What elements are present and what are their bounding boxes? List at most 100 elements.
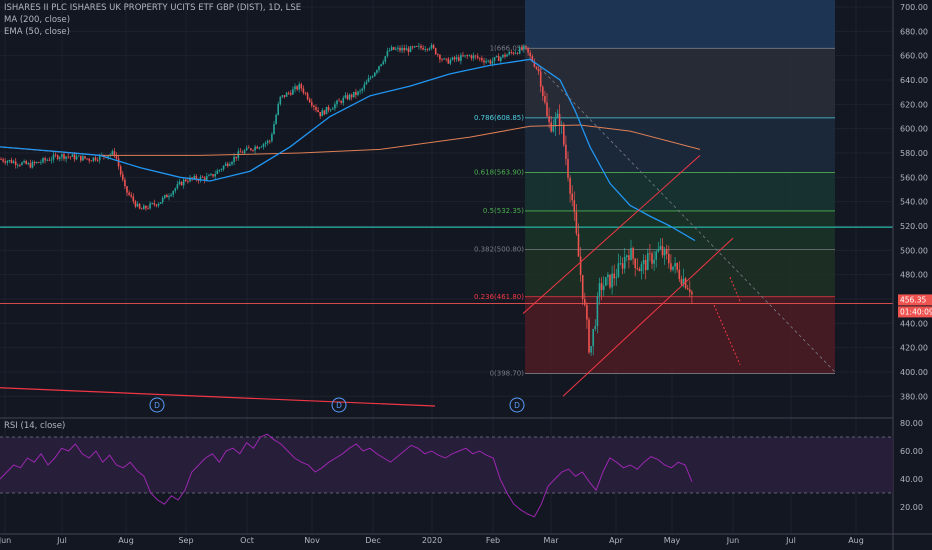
candle-body <box>445 58 447 60</box>
candle-body <box>159 202 162 204</box>
candle-body <box>65 156 67 159</box>
candle-body <box>502 54 504 58</box>
candle-body <box>153 202 156 205</box>
fib-extension-zone <box>525 0 835 49</box>
candle-body <box>94 157 97 161</box>
candle-body <box>443 58 445 60</box>
candle-body <box>336 100 338 105</box>
candle-body <box>359 90 361 92</box>
candle-body <box>367 78 370 82</box>
candle-body <box>483 60 485 63</box>
candle-body <box>262 143 265 147</box>
candle-body <box>203 177 206 181</box>
date-tick-label: Dec <box>365 536 380 545</box>
candle-body <box>453 57 456 60</box>
dividend-marker-label: D <box>154 401 160 410</box>
candle-body <box>126 186 128 193</box>
candle-body <box>634 258 636 268</box>
date-tick-label: Mar <box>543 536 559 545</box>
candle-body <box>607 274 609 278</box>
candle-body <box>296 86 298 90</box>
countdown-badge <box>898 306 932 318</box>
candle-body <box>122 174 124 180</box>
candle-body <box>35 162 38 164</box>
candle-body <box>193 176 195 179</box>
candle-body <box>531 56 534 62</box>
candle-body <box>451 57 454 60</box>
candle-body <box>676 263 678 270</box>
candle-body <box>382 61 384 65</box>
candle-body <box>56 155 59 160</box>
candle-body <box>50 159 53 161</box>
candle-body <box>29 163 32 168</box>
candle-body <box>4 161 6 163</box>
candle-body <box>647 253 649 271</box>
candle-body <box>592 328 594 347</box>
candle-body <box>73 154 76 160</box>
candle-body <box>287 92 290 94</box>
candle-body <box>653 259 655 264</box>
dividend-marker <box>149 397 165 413</box>
candle-body <box>575 211 578 234</box>
candle-body <box>107 155 109 158</box>
price-tick-label: 580.00 <box>900 149 928 158</box>
candle-body <box>371 76 374 78</box>
date-tick-label: Aug <box>118 536 134 545</box>
candle-body <box>640 264 643 272</box>
candle-body <box>145 205 147 209</box>
candle-body <box>130 194 132 197</box>
candle-body <box>140 208 143 210</box>
candle-body <box>481 58 483 61</box>
candle-body <box>428 48 431 50</box>
ma-legend-label[interactable]: MA (200, close) <box>4 15 71 25</box>
candle-body <box>48 159 51 161</box>
candle-body <box>447 58 450 64</box>
date-tick-label: 2020 <box>422 536 442 545</box>
candle-body <box>554 117 557 127</box>
ma200-line <box>0 124 701 156</box>
candle-body <box>577 233 580 257</box>
candle-body <box>661 246 664 256</box>
candle-body <box>460 55 462 61</box>
candle-body <box>527 47 529 53</box>
candle-body <box>185 179 187 182</box>
candle-body <box>8 160 11 162</box>
candle-body <box>455 57 458 60</box>
rsi-legend-label[interactable]: RSI (14, close) <box>4 421 66 431</box>
candle-body <box>258 147 261 149</box>
candle-body <box>46 159 48 161</box>
rsi-line <box>0 433 693 518</box>
candle-body <box>119 166 122 175</box>
candle-body <box>420 45 422 48</box>
candle-body <box>384 56 387 62</box>
candle-body <box>38 162 40 163</box>
candle-body <box>466 55 468 57</box>
candle-body <box>353 91 355 98</box>
candle-body <box>691 291 693 295</box>
candle-body <box>518 47 521 54</box>
chart-title: ISHARES II PLC ISHARES UK PROPERTY UCITS… <box>4 3 302 13</box>
trend-channel-upper <box>522 155 701 314</box>
candle-body <box>206 176 208 181</box>
candle-body <box>252 150 254 151</box>
candle-body <box>357 91 359 95</box>
candle-body <box>63 154 65 159</box>
candle-body <box>52 154 55 160</box>
candle-body <box>279 96 282 105</box>
price-tick-label: 540.00 <box>900 198 928 207</box>
candle-body <box>31 162 34 168</box>
candle-body <box>464 55 466 57</box>
candle-body <box>407 48 410 53</box>
candle-body <box>672 266 674 270</box>
candle-body <box>323 110 326 115</box>
candle-body <box>290 92 292 95</box>
candle-body <box>388 50 391 52</box>
price-tick-label: 420.00 <box>900 344 928 353</box>
candle-body <box>319 112 321 117</box>
ema-legend-label[interactable]: EMA (50, close) <box>4 27 70 37</box>
candle-body <box>355 91 357 95</box>
rsi-tick-label: 20.00 <box>900 503 923 512</box>
candle-body <box>285 92 288 97</box>
price-tick-label: 620.00 <box>900 100 928 109</box>
